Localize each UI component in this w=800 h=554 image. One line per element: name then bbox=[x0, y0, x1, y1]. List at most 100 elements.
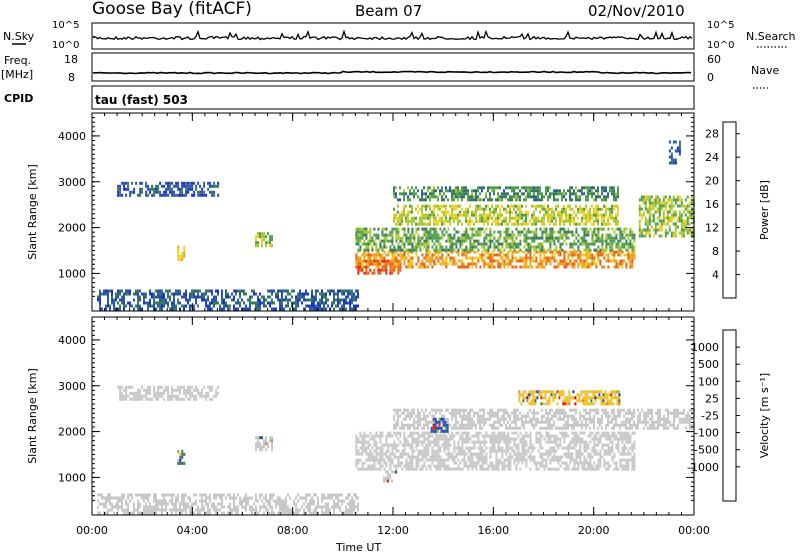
scatter-cell bbox=[157, 394, 160, 398]
scatter-cell bbox=[652, 216, 655, 220]
scatter-cell bbox=[419, 265, 422, 269]
scatter-cell bbox=[435, 248, 438, 252]
scatter-cell bbox=[197, 511, 199, 515]
scatter-cell bbox=[159, 499, 161, 503]
scatter-cell bbox=[555, 250, 558, 254]
scatter-cell bbox=[459, 446, 462, 450]
scatter-cell bbox=[153, 304, 155, 308]
scatter-cell bbox=[259, 493, 261, 497]
scatter-cell bbox=[505, 236, 508, 240]
scatter-cell bbox=[575, 259, 578, 263]
scatter-cell bbox=[485, 227, 488, 231]
scatter-cell bbox=[499, 446, 502, 450]
scatter-cell bbox=[523, 256, 526, 260]
scatter-cell bbox=[437, 222, 439, 226]
scatter-cell bbox=[457, 230, 460, 234]
scatter-cell bbox=[151, 184, 154, 188]
scatter-cell bbox=[533, 230, 536, 234]
scatter-cell bbox=[145, 508, 147, 512]
scatter-cell bbox=[357, 440, 360, 444]
scatter-cell bbox=[511, 455, 514, 459]
scatter-cell bbox=[195, 397, 198, 401]
scatter-cell bbox=[491, 464, 494, 468]
scatter-cell bbox=[281, 508, 283, 512]
scatter-cell bbox=[487, 248, 490, 252]
scatter-cell bbox=[461, 236, 464, 240]
scatter-cell bbox=[521, 186, 523, 190]
scatter-region bbox=[393, 204, 619, 226]
scatter-cell bbox=[583, 242, 586, 246]
scatter-cell bbox=[111, 502, 113, 506]
scatter-cell bbox=[151, 292, 153, 296]
scatter-cell bbox=[171, 301, 173, 305]
scatter-cell bbox=[589, 189, 591, 193]
scatter-cell bbox=[255, 238, 257, 242]
scatter-cell bbox=[619, 233, 622, 237]
scatter-cell bbox=[549, 245, 552, 249]
scatter-cell bbox=[333, 307, 335, 311]
scatter-cell bbox=[199, 508, 201, 512]
scatter-cell bbox=[409, 248, 412, 252]
colorbar-title: Power [dB] bbox=[758, 180, 771, 240]
scatter-cell bbox=[355, 295, 357, 299]
scatter-cell bbox=[483, 437, 486, 441]
scatter-cell bbox=[441, 437, 444, 441]
scatter-cell bbox=[451, 236, 454, 240]
scatter-cell bbox=[395, 259, 398, 263]
scatter-cell bbox=[435, 431, 438, 435]
scatter-cell bbox=[445, 189, 447, 193]
scatter-cell bbox=[573, 222, 575, 226]
scatter-cell bbox=[203, 184, 206, 188]
scatter-cell bbox=[159, 307, 161, 311]
scatter-cell bbox=[479, 213, 481, 217]
scatter-cell bbox=[455, 216, 457, 220]
scatter-cell bbox=[533, 189, 535, 193]
scatter-cell bbox=[531, 265, 534, 269]
scatter-cell bbox=[477, 186, 479, 190]
scatter-cell bbox=[485, 461, 488, 465]
scatter-cell bbox=[365, 271, 368, 275]
scatter-cell bbox=[527, 230, 530, 234]
scatter-cell bbox=[595, 219, 597, 223]
scatter-cell bbox=[233, 307, 235, 311]
scatter-cell bbox=[115, 496, 117, 500]
scatter-cell bbox=[207, 511, 209, 515]
scatter-cell bbox=[355, 259, 358, 263]
scatter-cell bbox=[167, 388, 170, 392]
scatter-cell bbox=[397, 437, 400, 441]
scatter-cell bbox=[483, 265, 486, 269]
scatter-cell bbox=[117, 505, 119, 509]
scatter-cell bbox=[646, 231, 649, 235]
scatter-cell bbox=[459, 213, 461, 217]
scatter-cell bbox=[656, 201, 659, 205]
scatter-cell bbox=[686, 231, 689, 235]
scatter-cell bbox=[571, 216, 573, 220]
scatter-cell bbox=[485, 446, 488, 450]
scatter-cell bbox=[593, 262, 596, 266]
scatter-cell bbox=[371, 464, 374, 468]
scatter-cell bbox=[585, 204, 587, 208]
scatter-cell bbox=[205, 289, 207, 293]
scatter-cell bbox=[205, 502, 207, 506]
scatter-cell bbox=[243, 301, 245, 305]
scatter-cell bbox=[650, 195, 653, 199]
scatter-cell bbox=[129, 391, 132, 395]
scatter-cell bbox=[676, 225, 679, 229]
scatter-cell bbox=[341, 493, 343, 497]
scatter-cell bbox=[123, 184, 126, 188]
scatter-cell bbox=[644, 198, 647, 202]
scatter-cell bbox=[393, 464, 396, 468]
scatter-cell bbox=[217, 502, 219, 506]
scatter-cell bbox=[367, 242, 370, 246]
scatter-cell bbox=[121, 295, 123, 299]
scatter-cell bbox=[569, 204, 571, 208]
scatter-cell bbox=[429, 213, 431, 217]
scatter-cell bbox=[375, 236, 378, 240]
scatter-cell bbox=[467, 449, 470, 453]
scatter-cell bbox=[169, 289, 171, 293]
scatter-cell bbox=[531, 446, 534, 450]
scatter-cell bbox=[595, 198, 597, 202]
scatter-cell bbox=[415, 248, 418, 252]
scatter-cell bbox=[597, 204, 599, 208]
scatter-region bbox=[355, 250, 636, 269]
